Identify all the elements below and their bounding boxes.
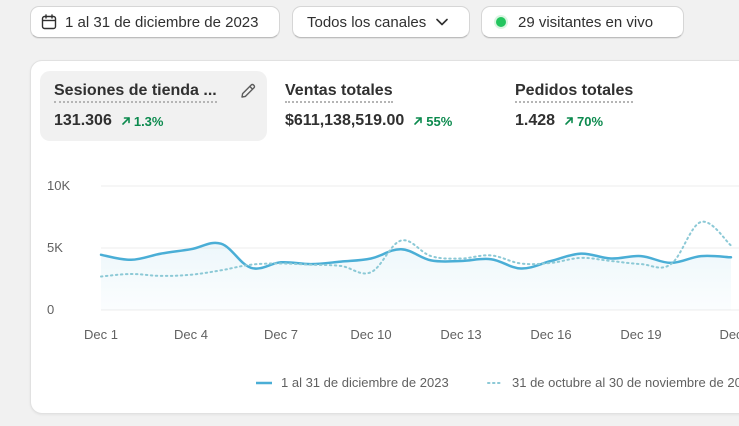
legend-current[interactable]: 1 al 31 de diciembre de 2023: [256, 375, 449, 390]
metric-change: 70%: [564, 114, 603, 129]
date-range-button[interactable]: 1 al 31 de diciembre de 2023: [30, 6, 280, 38]
metric-value: 1.428: [515, 112, 556, 129]
metric-title: Pedidos totales: [515, 81, 634, 103]
x-tick-label: Dec 1: [84, 327, 118, 342]
live-visitors-label: 29 visitantes en vivo: [518, 13, 654, 31]
legend-dotted-swatch: [487, 381, 503, 384]
x-tick-label: Dec 10: [350, 327, 392, 342]
metric-title: Ventas totales: [285, 81, 393, 103]
metric-sales[interactable]: Ventas totales $611,138,519.00 55%: [271, 71, 491, 141]
metric-value: 131.306: [54, 112, 112, 129]
sessions-chart: [99, 185, 739, 311]
legend-solid-swatch: [256, 381, 272, 384]
y-tick-label: 5K: [47, 240, 63, 255]
x-tick-label: Dec 4: [174, 327, 208, 342]
x-tick-label: Dec 13: [440, 327, 482, 342]
arrow-up-right-icon: [414, 117, 423, 125]
metric-value: $611,138,519.00: [285, 112, 405, 129]
metric-sessions[interactable]: Sesiones de tienda ... 131.306 1.3%: [40, 71, 267, 141]
arrow-up-right-icon: [122, 117, 130, 125]
pencil-icon[interactable]: [239, 82, 257, 100]
channels-dropdown[interactable]: Todos los canales: [292, 6, 470, 38]
analytics-card: Sesiones de tienda ... 131.306 1.3% Vent…: [30, 60, 739, 414]
series-line-previous: [100, 220, 732, 278]
y-tick-label: 0: [47, 302, 55, 317]
calendar-icon: [41, 14, 57, 30]
channels-label: Todos los canales: [307, 13, 427, 31]
x-tick-label: Dec: [719, 327, 739, 342]
live-visitors-button[interactable]: 29 visitantes en vivo: [481, 6, 684, 38]
legend-label: 31 de octubre al 30 de noviembre de 2023: [512, 375, 739, 390]
x-tick-label: Dec 19: [620, 327, 662, 342]
x-tick-label: Dec 7: [264, 327, 298, 342]
x-tick-label: Dec 16: [530, 327, 572, 342]
series-line-current: [99, 241, 733, 270]
y-tick-label: 10K: [47, 178, 71, 193]
legend-label: 1 al 31 de diciembre de 2023: [281, 375, 449, 390]
metric-title: Sesiones de tienda ...: [54, 81, 217, 103]
live-indicator-icon: [496, 17, 506, 27]
metric-change: 1.3%: [121, 114, 163, 129]
metric-orders[interactable]: Pedidos totales 1.428 70%: [501, 71, 721, 141]
date-range-label: 1 al 31 de diciembre de 2023: [65, 13, 259, 31]
arrow-up-right-icon: [565, 117, 573, 125]
chevron-down-icon: [436, 18, 449, 26]
metric-change: 55%: [413, 114, 452, 129]
legend-previous[interactable]: 31 de octubre al 30 de noviembre de 2023: [487, 375, 739, 390]
